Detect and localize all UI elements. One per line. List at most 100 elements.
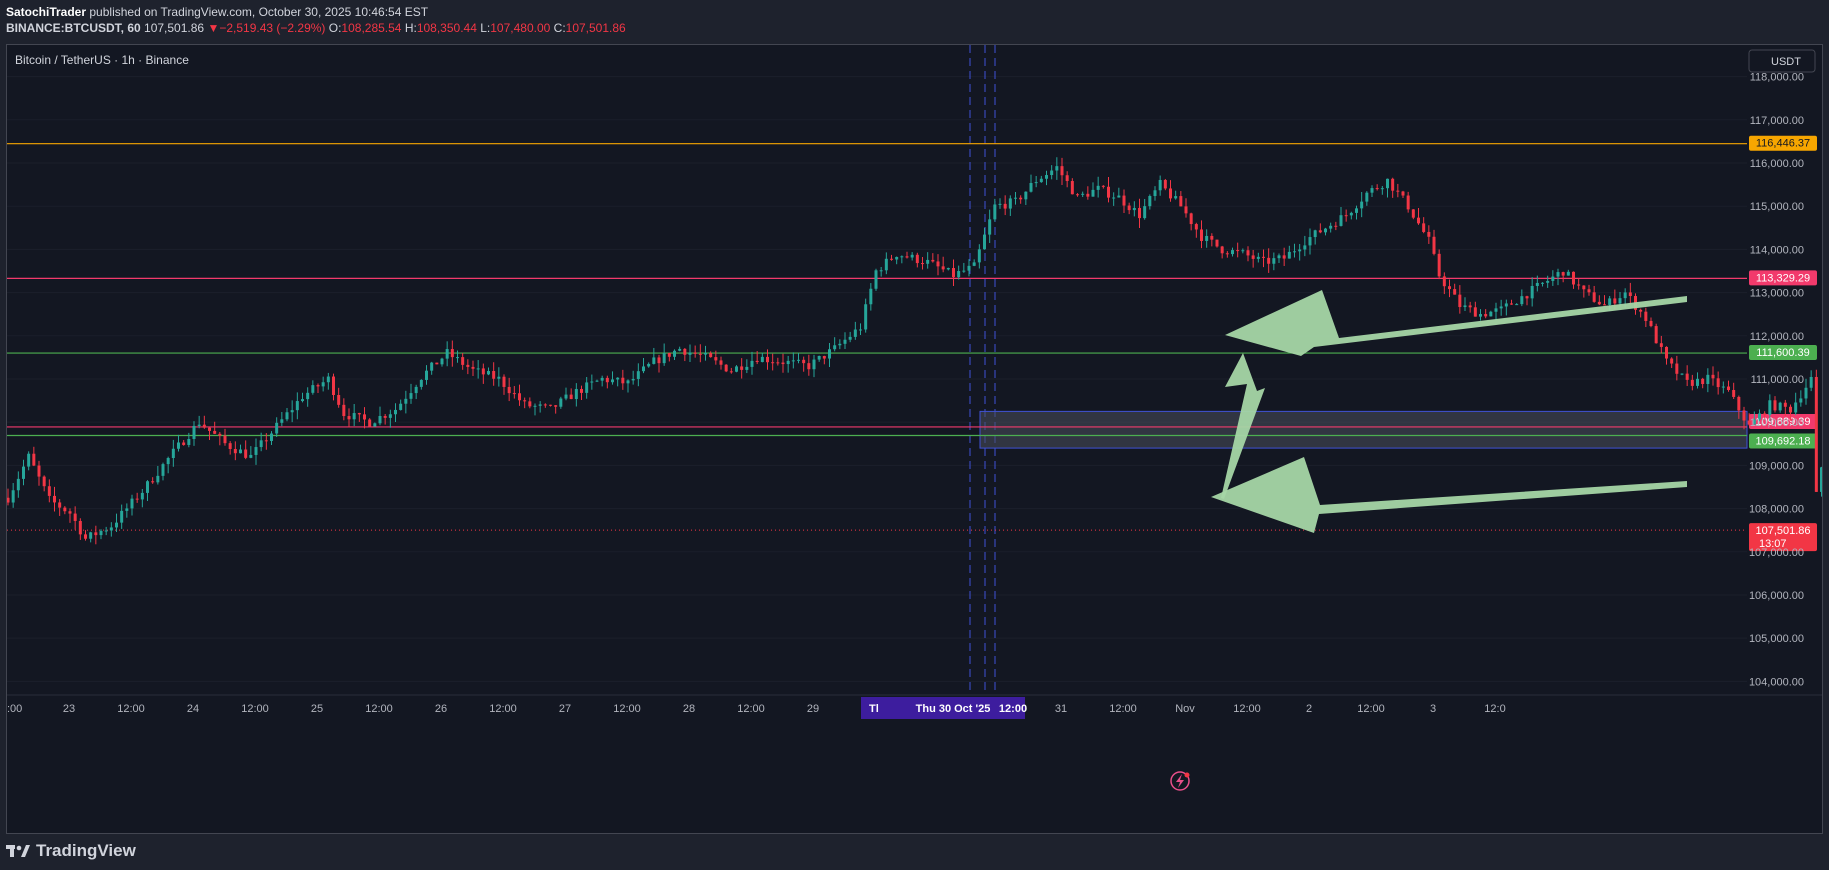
candle-body [538, 404, 542, 406]
candle-body [1437, 253, 1441, 277]
candle-body [208, 427, 211, 431]
candle-body [1453, 289, 1457, 295]
candle-body [884, 258, 888, 271]
author-name[interactable]: SatochiTrader [6, 5, 87, 19]
candle-body [476, 368, 480, 370]
candle-body [512, 393, 516, 395]
candle-body [1737, 396, 1741, 411]
candle-body [342, 404, 346, 417]
high-value: 108,350.44 [416, 21, 477, 35]
candle-body [673, 350, 676, 357]
candle-body [611, 379, 614, 383]
candle-body [1215, 239, 1219, 247]
candle-body [1685, 373, 1689, 380]
tradingview-brand[interactable]: TradingView [36, 841, 136, 860]
candle-body [42, 476, 46, 487]
candle-body [1169, 188, 1172, 199]
candle-body [760, 356, 764, 363]
candle-body [383, 415, 387, 418]
candle-body [1298, 249, 1302, 252]
flash-icon[interactable] [1170, 771, 1190, 791]
candle-body [833, 345, 837, 350]
price-tick-label: 109,000.00 [1749, 460, 1804, 472]
candle-body [58, 502, 62, 508]
candle-body [735, 366, 738, 372]
crosshair-time-badge [861, 697, 1025, 719]
candle-body [259, 440, 263, 448]
annotation-arrow[interactable] [1225, 290, 1687, 356]
candle-body [295, 401, 299, 411]
candle-body [1014, 197, 1017, 199]
candle-body [1112, 197, 1116, 199]
candle-body [1246, 250, 1250, 256]
candle-body [182, 442, 186, 445]
candle-body [1732, 390, 1736, 397]
candle-body [791, 360, 795, 362]
ohlc-line: BINANCE:BTCUSDT, 60 107,501.86 ▼−2,519.4… [6, 21, 626, 35]
candle-body [1189, 213, 1193, 225]
candle-body [580, 388, 583, 393]
price-chart[interactable]: 116,446.37 113,329.29 111,600.39 109,889.39… [7, 45, 1822, 833]
candle-body [316, 385, 320, 387]
supply-demand-zone[interactable] [979, 410, 1748, 449]
candle-body [941, 266, 945, 270]
candle-body [1045, 175, 1048, 179]
candle-body [1158, 179, 1162, 191]
candle-body [1256, 256, 1260, 259]
candle-body [936, 261, 940, 267]
candle-body [621, 377, 625, 384]
candle-body [22, 466, 25, 479]
candle-body [213, 430, 217, 434]
candle-body [1618, 298, 1622, 304]
candle-body [115, 522, 118, 528]
candle-body [1489, 311, 1493, 317]
candle-body [528, 401, 532, 407]
annotation-arrow[interactable] [1221, 353, 1265, 499]
candle-body [1107, 186, 1110, 198]
price-tick-label: 113,000.00 [1750, 288, 1804, 300]
candle-body [321, 382, 325, 387]
candle-body [146, 481, 149, 493]
annotation-arrow[interactable] [1211, 457, 1687, 533]
candle-body [1143, 206, 1147, 219]
candle-body [1494, 308, 1498, 312]
time-tick-label: 28 [683, 703, 695, 715]
close-label: C: [553, 21, 566, 35]
candle-body [1076, 194, 1079, 196]
candle-body [1070, 181, 1074, 195]
candle-body [574, 388, 578, 400]
chart-pane[interactable]: 116,446.37 113,329.29 111,600.39 109,889.39… [6, 44, 1823, 834]
candle-body [1039, 178, 1043, 183]
candle-body [99, 530, 103, 536]
candle-body [698, 353, 702, 355]
candle-body [807, 363, 811, 370]
candle-body [1778, 402, 1782, 411]
candle-body [1422, 223, 1426, 232]
currency-button[interactable]: USDT [1748, 49, 1816, 73]
candle-body [564, 394, 568, 399]
candle-body [399, 403, 403, 410]
candle-body [1427, 231, 1431, 237]
level-badge [1749, 345, 1817, 361]
candle-body [864, 304, 868, 330]
time-tick-label: 12:00 [613, 703, 641, 715]
candle-body [817, 355, 821, 360]
candle-body [667, 353, 671, 357]
candle-body [1479, 314, 1482, 317]
candle-body [636, 371, 640, 379]
candle-body [605, 377, 609, 383]
candle-body [254, 447, 258, 455]
candle-body [869, 288, 873, 305]
candle-body [1003, 203, 1007, 209]
candle-body [1184, 206, 1188, 214]
time-tick-label: Nov [1175, 703, 1195, 715]
candle-body [600, 377, 604, 381]
candle-body [68, 511, 72, 514]
candle-body [590, 381, 594, 383]
candle-body [1758, 413, 1761, 420]
price-tick-label: 111,000.00 [1751, 374, 1804, 386]
candle-body [104, 530, 108, 532]
candle-body [921, 263, 924, 265]
high-label: H: [404, 21, 417, 35]
candle-body [543, 404, 547, 406]
